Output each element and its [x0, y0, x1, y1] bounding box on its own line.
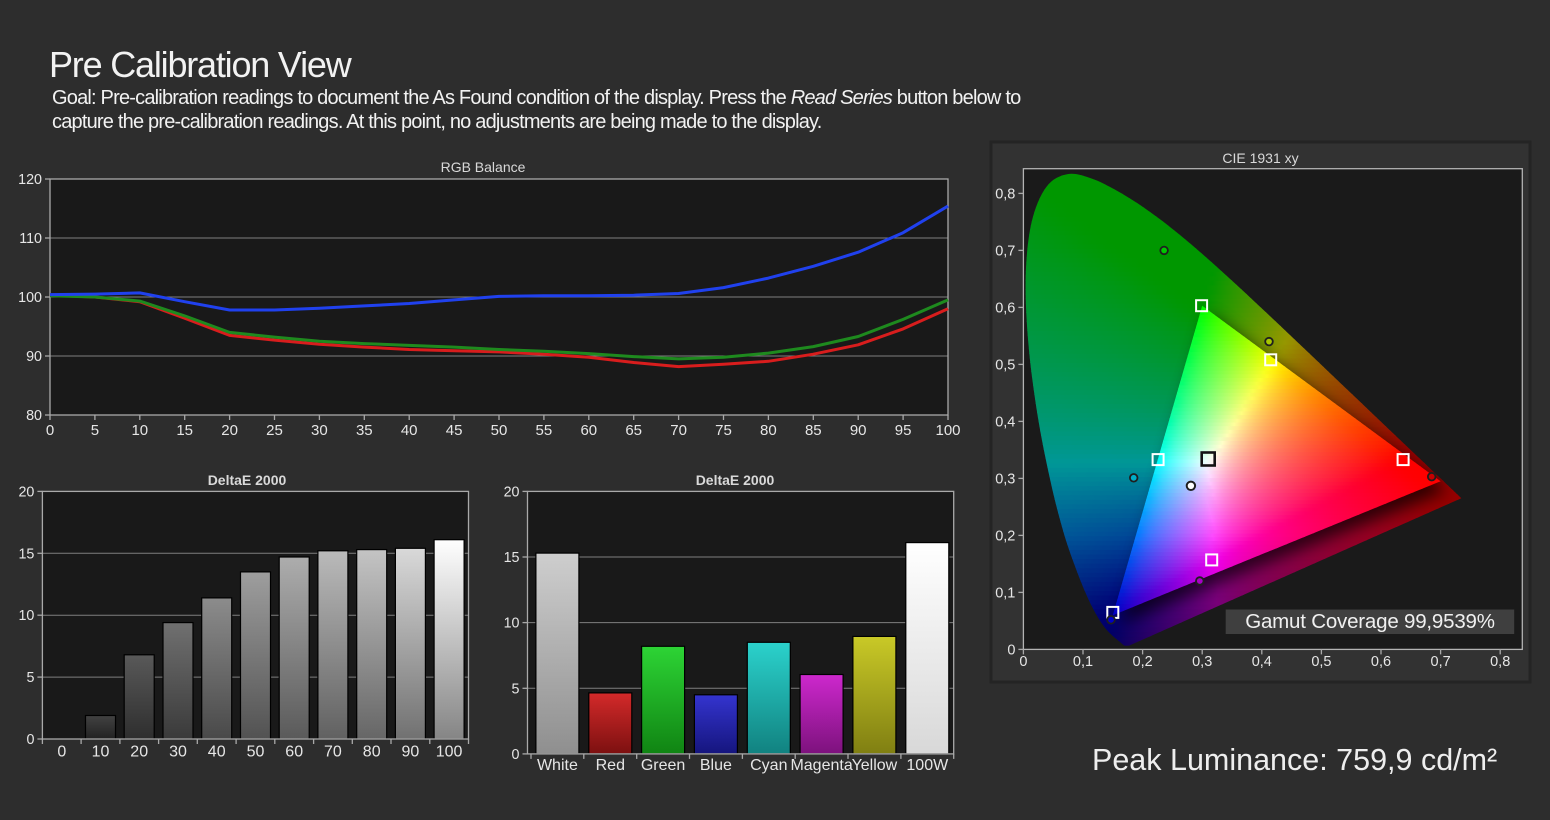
- svg-text:Gamut Coverage 99,9539%: Gamut Coverage 99,9539%: [1245, 610, 1495, 633]
- svg-text:0,8: 0,8: [1490, 654, 1510, 670]
- svg-text:80: 80: [26, 408, 42, 424]
- svg-text:75: 75: [715, 422, 732, 439]
- svg-text:15: 15: [18, 546, 34, 562]
- svg-text:70: 70: [324, 744, 342, 761]
- svg-text:0,4: 0,4: [1252, 654, 1272, 670]
- svg-text:20: 20: [18, 484, 34, 500]
- svg-text:0: 0: [1019, 654, 1027, 670]
- svg-text:Blue: Blue: [700, 757, 732, 774]
- svg-text:25: 25: [266, 422, 283, 439]
- svg-text:RGB Balance: RGB Balance: [441, 159, 526, 175]
- svg-text:0,8: 0,8: [995, 186, 1015, 202]
- svg-text:10: 10: [504, 616, 520, 632]
- svg-text:100: 100: [18, 290, 42, 306]
- svg-text:White: White: [537, 757, 578, 774]
- svg-text:0: 0: [1007, 642, 1015, 658]
- svg-text:45: 45: [446, 422, 463, 439]
- svg-text:80: 80: [363, 744, 381, 761]
- svg-text:100W: 100W: [906, 757, 949, 774]
- svg-text:0,7: 0,7: [995, 243, 1015, 259]
- svg-text:30: 30: [169, 744, 187, 761]
- svg-text:80: 80: [760, 422, 777, 439]
- svg-text:95: 95: [895, 422, 912, 439]
- svg-text:0: 0: [26, 732, 34, 748]
- svg-text:0,2: 0,2: [1133, 654, 1153, 670]
- svg-text:0,5: 0,5: [1311, 654, 1331, 670]
- svg-text:65: 65: [625, 422, 642, 439]
- svg-text:30: 30: [311, 422, 328, 439]
- svg-text:90: 90: [850, 422, 867, 439]
- svg-text:0,2: 0,2: [995, 528, 1015, 544]
- svg-text:35: 35: [356, 422, 373, 439]
- svg-text:90: 90: [402, 744, 420, 761]
- svg-text:20: 20: [130, 744, 148, 761]
- svg-text:15: 15: [504, 550, 520, 566]
- svg-text:5: 5: [26, 670, 34, 686]
- svg-text:0,3: 0,3: [1192, 654, 1212, 670]
- svg-text:10: 10: [92, 744, 110, 761]
- svg-text:20: 20: [504, 484, 520, 500]
- svg-text:100: 100: [935, 422, 960, 439]
- svg-text:0,3: 0,3: [995, 471, 1015, 487]
- svg-text:10: 10: [131, 422, 148, 439]
- svg-text:CIE 1931 xy: CIE 1931 xy: [1222, 150, 1298, 166]
- svg-text:70: 70: [670, 422, 687, 439]
- svg-text:40: 40: [401, 422, 418, 439]
- svg-text:Peak Luminance: 759,9 cd/m²: Peak Luminance: 759,9 cd/m²: [1092, 743, 1497, 777]
- svg-text:85: 85: [805, 422, 822, 439]
- svg-text:10: 10: [18, 608, 34, 624]
- svg-text:15: 15: [176, 422, 193, 439]
- svg-text:0: 0: [46, 422, 54, 439]
- svg-text:0,6: 0,6: [1371, 654, 1391, 670]
- svg-text:50: 50: [247, 744, 265, 761]
- svg-text:55: 55: [536, 422, 553, 439]
- svg-text:50: 50: [491, 422, 508, 439]
- svg-text:Green: Green: [641, 757, 685, 774]
- svg-text:120: 120: [18, 172, 42, 188]
- svg-text:Magenta: Magenta: [790, 757, 852, 774]
- svg-text:60: 60: [580, 422, 597, 439]
- svg-text:0,1: 0,1: [995, 585, 1015, 601]
- svg-text:60: 60: [285, 744, 303, 761]
- svg-text:5: 5: [91, 422, 99, 439]
- svg-text:Yellow: Yellow: [852, 757, 898, 774]
- svg-text:0: 0: [512, 747, 520, 763]
- svg-text:0,1: 0,1: [1073, 654, 1093, 670]
- svg-text:0,6: 0,6: [995, 300, 1015, 316]
- svg-text:5: 5: [512, 681, 520, 697]
- svg-text:DeltaE 2000: DeltaE 2000: [696, 472, 775, 488]
- svg-text:20: 20: [221, 422, 238, 439]
- svg-text:Cyan: Cyan: [750, 757, 787, 774]
- svg-text:90: 90: [26, 349, 42, 365]
- svg-text:40: 40: [208, 744, 226, 761]
- svg-text:Red: Red: [596, 757, 625, 774]
- svg-text:0: 0: [57, 744, 66, 761]
- svg-text:DeltaE 2000: DeltaE 2000: [208, 472, 287, 488]
- svg-text:110: 110: [19, 231, 42, 247]
- svg-text:0,5: 0,5: [995, 357, 1015, 373]
- svg-text:100: 100: [436, 744, 463, 761]
- svg-text:0,7: 0,7: [1431, 654, 1451, 670]
- svg-text:0,4: 0,4: [995, 414, 1015, 430]
